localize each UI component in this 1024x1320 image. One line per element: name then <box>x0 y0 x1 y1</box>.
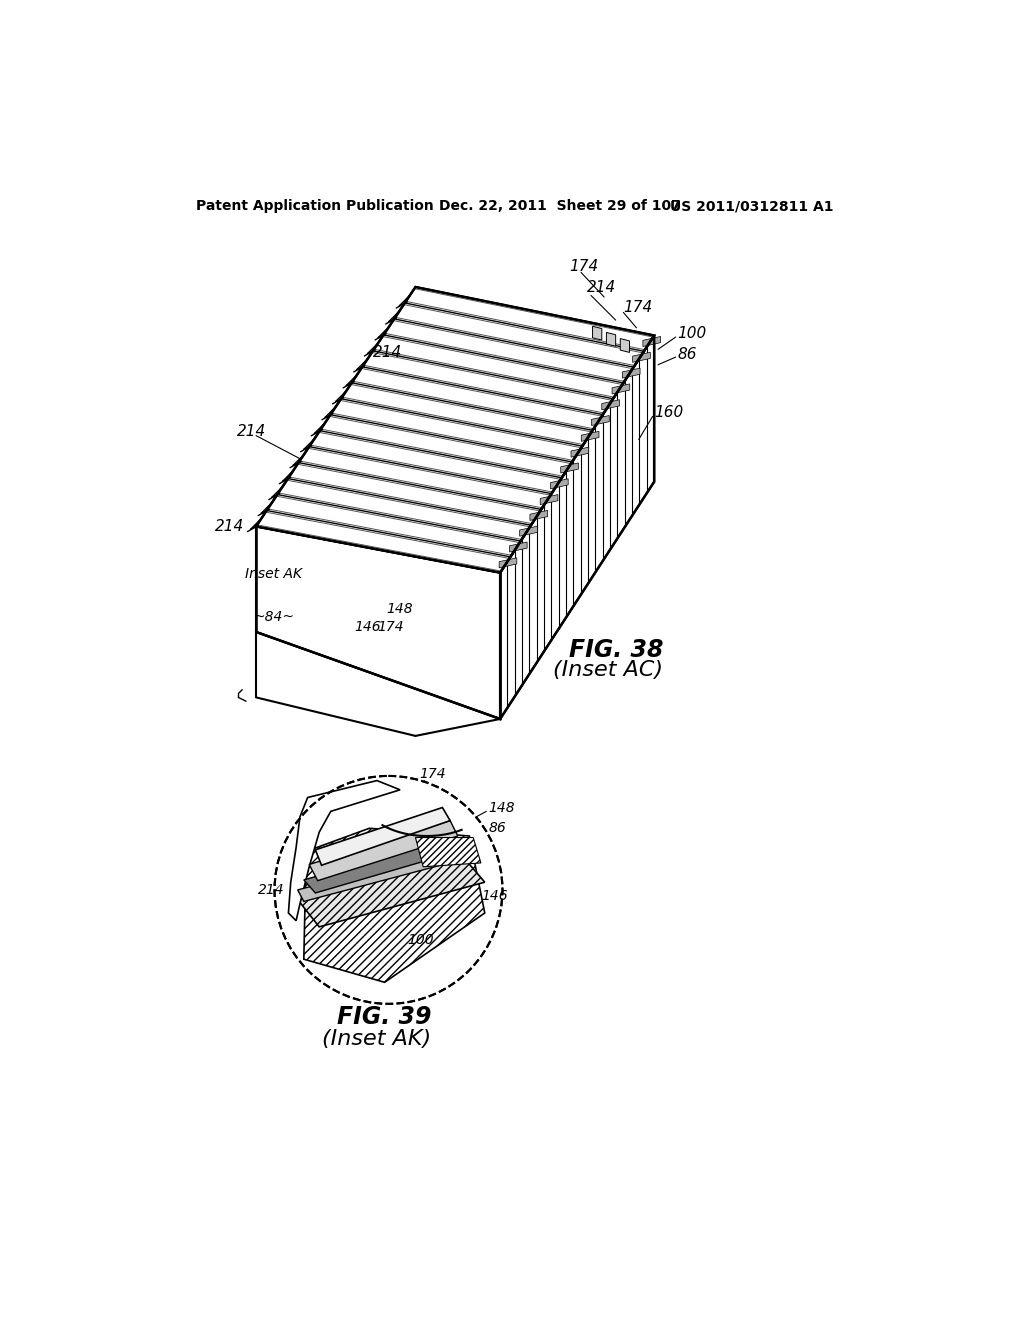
Polygon shape <box>592 416 609 425</box>
Polygon shape <box>623 368 640 378</box>
Text: (Inset AK): (Inset AK) <box>322 1028 431 1048</box>
Polygon shape <box>298 847 469 902</box>
Polygon shape <box>315 808 451 866</box>
Polygon shape <box>304 837 466 892</box>
Text: Inset AK: Inset AK <box>245 568 302 581</box>
Text: 214: 214 <box>587 280 616 296</box>
Text: 214: 214 <box>258 883 285 896</box>
Polygon shape <box>602 400 620 409</box>
Polygon shape <box>519 527 538 536</box>
Polygon shape <box>530 511 548 520</box>
Text: FIG. 39: FIG. 39 <box>337 1005 431 1030</box>
Polygon shape <box>633 352 650 362</box>
Text: 174: 174 <box>569 259 599 273</box>
Text: 214: 214 <box>373 345 402 360</box>
Polygon shape <box>606 333 615 346</box>
Polygon shape <box>561 463 579 473</box>
Text: 174: 174 <box>419 767 445 781</box>
Polygon shape <box>256 527 500 719</box>
Polygon shape <box>621 339 630 352</box>
Text: US 2011/0312811 A1: US 2011/0312811 A1 <box>670 199 834 213</box>
Polygon shape <box>296 855 484 927</box>
Polygon shape <box>593 326 602 341</box>
Text: 174: 174 <box>377 619 403 634</box>
Polygon shape <box>582 432 599 441</box>
Polygon shape <box>643 337 660 346</box>
Text: 214: 214 <box>215 519 245 535</box>
Text: 86: 86 <box>488 821 506 836</box>
Polygon shape <box>309 821 458 880</box>
Polygon shape <box>509 543 527 552</box>
Polygon shape <box>256 286 654 573</box>
Text: Patent Application Publication: Patent Application Publication <box>196 199 434 213</box>
Text: (Inset AC): (Inset AC) <box>553 660 663 680</box>
Text: 100: 100 <box>677 326 707 342</box>
Text: 86: 86 <box>677 347 696 362</box>
Text: 146: 146 <box>354 619 381 634</box>
Text: 148: 148 <box>386 602 413 616</box>
Text: ~84~: ~84~ <box>254 610 295 623</box>
Text: 148: 148 <box>488 800 515 814</box>
Polygon shape <box>304 829 484 982</box>
Polygon shape <box>416 837 481 867</box>
Text: 214: 214 <box>237 424 266 440</box>
Circle shape <box>274 776 503 1003</box>
Text: 174: 174 <box>624 300 652 314</box>
Polygon shape <box>289 780 400 921</box>
Polygon shape <box>571 447 589 457</box>
Polygon shape <box>612 384 630 393</box>
Polygon shape <box>541 495 558 504</box>
Text: 146: 146 <box>481 890 508 903</box>
Polygon shape <box>551 479 568 488</box>
Polygon shape <box>499 558 517 568</box>
Text: FIG. 38: FIG. 38 <box>569 638 664 661</box>
Text: Dec. 22, 2011  Sheet 29 of 107: Dec. 22, 2011 Sheet 29 of 107 <box>438 199 680 213</box>
Polygon shape <box>500 335 654 719</box>
Text: 160: 160 <box>654 405 683 420</box>
Text: 100: 100 <box>408 933 434 946</box>
